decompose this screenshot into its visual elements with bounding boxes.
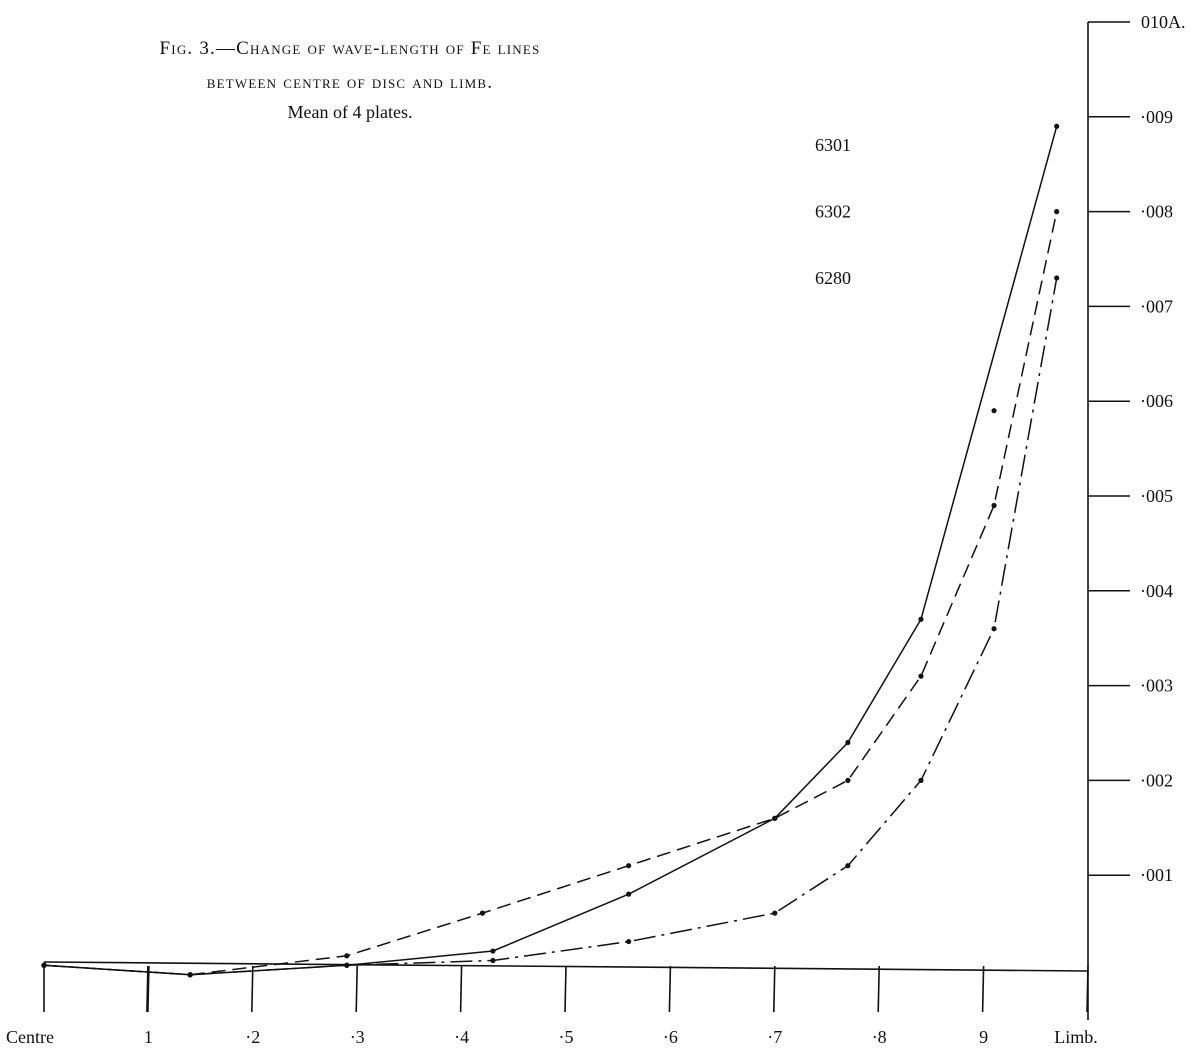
x-tick-label: ·2 xyxy=(245,1027,260,1047)
data-point xyxy=(991,502,997,509)
y-tick-label: ·004 xyxy=(1140,581,1173,601)
series-line-6280 xyxy=(43,277,1058,976)
data-point xyxy=(344,962,350,968)
x-tick xyxy=(355,965,358,1013)
x-tick-label: Limb. xyxy=(1054,1027,1098,1047)
x-tick-label: ·7 xyxy=(767,1027,782,1047)
data-point xyxy=(1054,123,1060,129)
series-label-6301: 6301 xyxy=(815,135,851,155)
data-point xyxy=(918,777,924,784)
x-tick-label: ·6 xyxy=(663,1027,678,1047)
data-point xyxy=(1054,275,1060,281)
x-tick-label: ·8 xyxy=(872,1027,887,1047)
data-point xyxy=(344,953,350,959)
data-point xyxy=(918,673,924,679)
x-tick xyxy=(564,965,567,1013)
series-line-6301 xyxy=(43,126,1058,976)
y-tick-label: ·001 xyxy=(1140,865,1173,885)
x-tick-label: 1 xyxy=(144,1027,153,1047)
x-tick xyxy=(773,965,776,1013)
x-tick xyxy=(668,965,672,1013)
y-tick-label: ·007 xyxy=(1140,296,1173,316)
x-tick xyxy=(251,965,254,1013)
x-tick xyxy=(1086,965,1089,1013)
data-point xyxy=(479,910,486,916)
x-tick xyxy=(146,965,150,1013)
x-tick-label: ·4 xyxy=(454,1027,469,1047)
y-tick-label: ·003 xyxy=(1140,676,1173,696)
x-tick-label: ·5 xyxy=(559,1027,574,1047)
y-tick-label: ·005 xyxy=(1140,486,1173,506)
data-point xyxy=(187,972,193,978)
y-tick-label: 010A. xyxy=(1141,12,1186,32)
series-label-6280: 6280 xyxy=(815,268,851,288)
data-point xyxy=(41,962,47,968)
figure-subtitle: Mean of 4 plates. xyxy=(287,102,413,122)
data-point xyxy=(490,948,496,954)
data-point xyxy=(490,957,496,964)
data-point xyxy=(626,863,632,869)
series-line-6302 xyxy=(43,211,1058,976)
data-point xyxy=(845,863,851,869)
x-tick xyxy=(981,965,985,1013)
y-tick-label: ·009 xyxy=(1140,107,1173,127)
data-point xyxy=(845,777,851,784)
data-point xyxy=(991,408,997,414)
series-label-6302: 6302 xyxy=(815,202,851,222)
x-tick xyxy=(459,965,463,1013)
data-point xyxy=(772,815,778,821)
data-point xyxy=(845,739,851,746)
figure-title-line1: Fig. 3.—Change of wave-length of Fe line… xyxy=(159,38,541,59)
y-tick-label: ·006 xyxy=(1140,391,1173,411)
data-point xyxy=(626,938,632,945)
x-tick xyxy=(877,965,880,1013)
data-point xyxy=(772,910,778,916)
x-tick-label: ·3 xyxy=(350,1027,365,1047)
y-tick-label: ·002 xyxy=(1140,770,1173,790)
data-point xyxy=(1054,209,1060,215)
data-point xyxy=(991,626,997,632)
y-tick-label: ·008 xyxy=(1140,202,1173,222)
data-point xyxy=(918,616,924,622)
x-tick-label: Centre xyxy=(6,1027,54,1047)
data-point xyxy=(626,891,632,897)
x-tick-label: 9 xyxy=(979,1027,988,1047)
figure-title-line2: between centre of disc and limb. xyxy=(206,72,494,93)
